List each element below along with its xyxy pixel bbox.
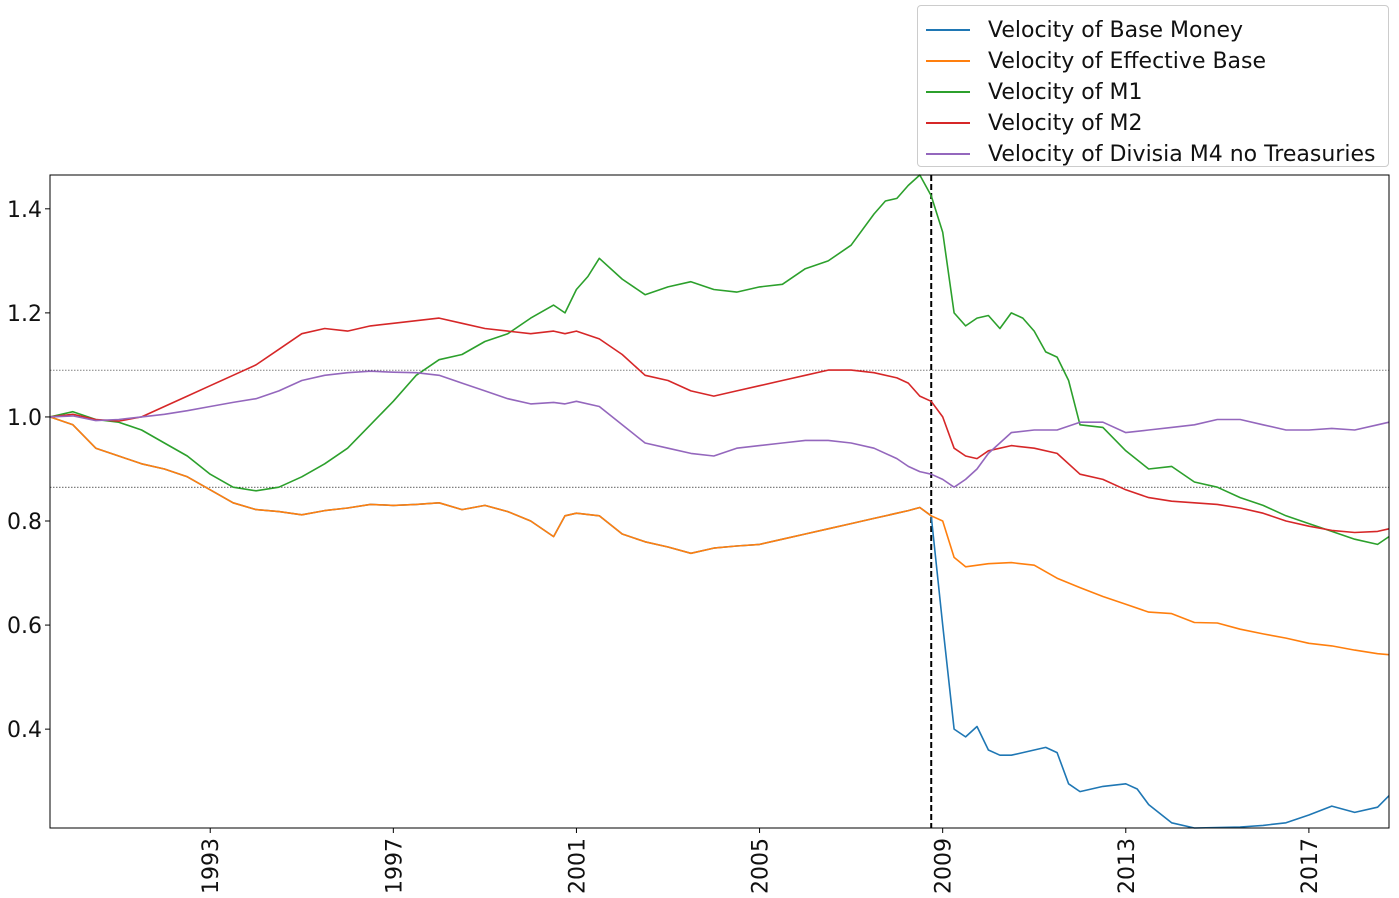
legend-item-m2: Velocity of M2 xyxy=(926,109,1142,137)
plot-frame xyxy=(49,174,1390,829)
y-tick-label-3: 1.0 xyxy=(7,406,42,431)
legend-item-effective-base: Velocity of Effective Base xyxy=(926,47,1266,75)
legend-label-base-money: Velocity of Base Money xyxy=(988,17,1243,43)
series-line-divisia-m4 xyxy=(49,370,1390,489)
y-tick-label-1: 0.6 xyxy=(7,614,42,639)
x-tick-label-3: 2005 xyxy=(749,838,774,894)
legend-swatch-m1 xyxy=(926,91,970,93)
reference-lines xyxy=(50,175,1389,828)
legend-swatch-m2 xyxy=(926,122,970,124)
y-tick-label-0: 0.4 xyxy=(7,718,42,743)
legend-label-m1: Velocity of M1 xyxy=(988,79,1143,105)
x-tick-label-4: 2009 xyxy=(932,838,957,894)
x-axis: 1993 1997 2001 2005 2009 2013 2017 xyxy=(199,828,1323,894)
legend-label-divisia-m4: Velocity of Divisia M4 no Treasuries xyxy=(988,141,1376,167)
y-tick-label-5: 1.4 xyxy=(7,198,42,223)
legend-item-base-money: Velocity of Base Money xyxy=(926,16,1243,44)
y-axis: 0.4 0.6 0.8 1.0 1.2 1.4 xyxy=(7,198,50,743)
x-tick-label-1: 1997 xyxy=(382,838,407,894)
x-tick-label-5: 2013 xyxy=(1115,838,1140,894)
legend-label-effective-base: Velocity of Effective Base xyxy=(988,48,1267,74)
legend-swatch-effective-base xyxy=(926,60,970,62)
series-line-effective-base xyxy=(49,416,1390,656)
series-line-m2 xyxy=(49,317,1390,534)
legend-swatch-divisia-m4 xyxy=(926,153,970,155)
legend-swatch-base-money xyxy=(926,29,970,31)
legend-item-divisia-m4: Velocity of Divisia M4 no Treasuries xyxy=(926,140,1375,168)
x-tick-label-6: 2017 xyxy=(1298,838,1323,894)
plot-background xyxy=(50,175,1389,828)
y-tick-label-4: 1.2 xyxy=(7,302,42,327)
chart-legend: Velocity of Base Money Velocity of Effec… xyxy=(917,5,1389,167)
x-tick-label-0: 1993 xyxy=(199,838,224,894)
legend-label-m2: Velocity of M2 xyxy=(988,110,1143,136)
legend-item-m1: Velocity of M1 xyxy=(926,78,1142,106)
series-lines xyxy=(49,174,1390,829)
x-tick-label-2: 2001 xyxy=(565,838,590,894)
series-line-m1 xyxy=(49,174,1390,546)
y-tick-label-2: 0.8 xyxy=(7,510,42,535)
